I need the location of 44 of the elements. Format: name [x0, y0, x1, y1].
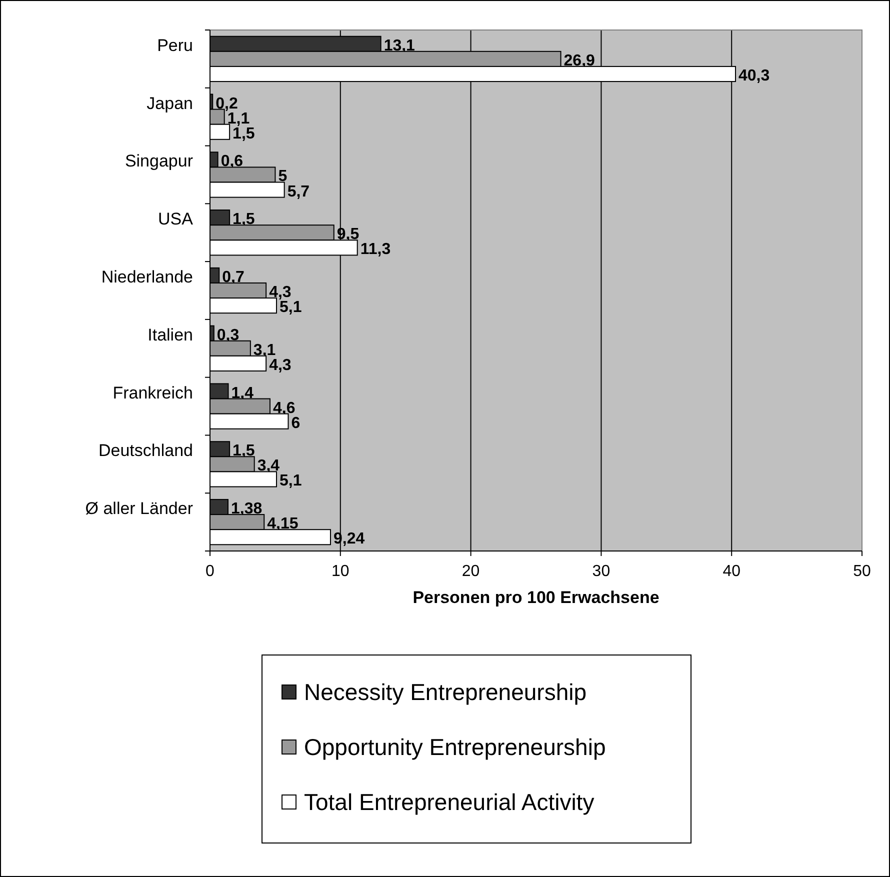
data-label: 1,38 — [230, 500, 262, 518]
data-label: 4,3 — [269, 356, 292, 374]
data-label: 4,15 — [267, 516, 298, 533]
data-label: 11,3 — [360, 241, 391, 258]
data-label: 40,3 — [738, 68, 770, 85]
x-tick-label: 50 — [853, 563, 871, 580]
x-tick-label: 30 — [592, 563, 610, 580]
y-tick-label: Peru — [157, 36, 193, 55]
data-label: 5,7 — [287, 183, 310, 200]
data-label: 0,6 — [220, 153, 244, 170]
data-label: 3,4 — [257, 458, 280, 475]
y-tick-label: USA — [158, 210, 194, 229]
y-tick-label: Italien — [148, 325, 193, 344]
data-label: 26,9 — [564, 52, 596, 70]
data-label: 0,2 — [216, 95, 238, 112]
y-tick-label: Niederlande — [101, 268, 193, 286]
y-tick-label: Ø aller Länder — [85, 499, 194, 518]
data-label: 4,3 — [269, 284, 292, 302]
data-label: 1,5 — [232, 211, 255, 228]
legend-label: Total Entrepreneurial Activity — [304, 789, 595, 815]
data-label: 6 — [291, 414, 300, 432]
y-tick-label: Japan — [146, 94, 193, 113]
x-tick-label: 40 — [722, 563, 741, 580]
data-label: 5 — [278, 168, 288, 186]
data-label: 5,1 — [280, 299, 302, 316]
data-label: 4,6 — [272, 400, 296, 417]
data-label: 0,7 — [222, 268, 244, 286]
x-tick-label: 10 — [332, 563, 350, 580]
data-label: 3,1 — [253, 342, 276, 359]
data-label: 1,1 — [227, 110, 250, 128]
data-label: 13,1 — [384, 37, 416, 54]
data-label: 0,3 — [216, 326, 240, 344]
y-tick-label: Singapur — [124, 152, 194, 171]
data-label: 1,4 — [231, 384, 254, 402]
legend-label: Necessity Entrepreneurship — [304, 679, 587, 705]
data-label: 1,5 — [232, 442, 255, 460]
x-tick-label: 20 — [462, 563, 480, 580]
legend-label: Opportunity Entrepreneurship — [304, 734, 606, 760]
data-label: 1,5 — [232, 125, 255, 142]
data-label: 5,1 — [280, 472, 302, 490]
x-tick-label: 0 — [206, 563, 215, 580]
y-tick-label: Deutschland — [98, 441, 193, 460]
y-tick-label: Frankreich — [112, 383, 193, 402]
x-axis-title: Personen pro 100 Erwachsene — [412, 588, 660, 607]
